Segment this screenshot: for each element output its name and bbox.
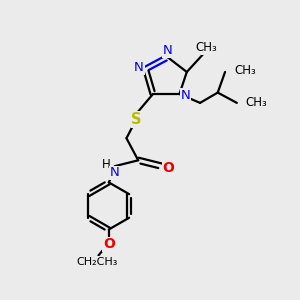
Text: CH₃: CH₃ [195, 41, 217, 54]
Text: N: N [181, 89, 191, 102]
Text: O: O [103, 237, 115, 251]
Text: N: N [110, 166, 119, 179]
Text: H: H [102, 158, 111, 171]
Text: CH₃: CH₃ [234, 64, 256, 77]
Text: CH₃: CH₃ [246, 96, 267, 110]
Text: N: N [134, 61, 144, 74]
Text: N: N [163, 44, 172, 57]
Text: O: O [162, 161, 174, 175]
Text: S: S [131, 112, 142, 127]
Text: CH₂CH₃: CH₂CH₃ [76, 257, 118, 267]
